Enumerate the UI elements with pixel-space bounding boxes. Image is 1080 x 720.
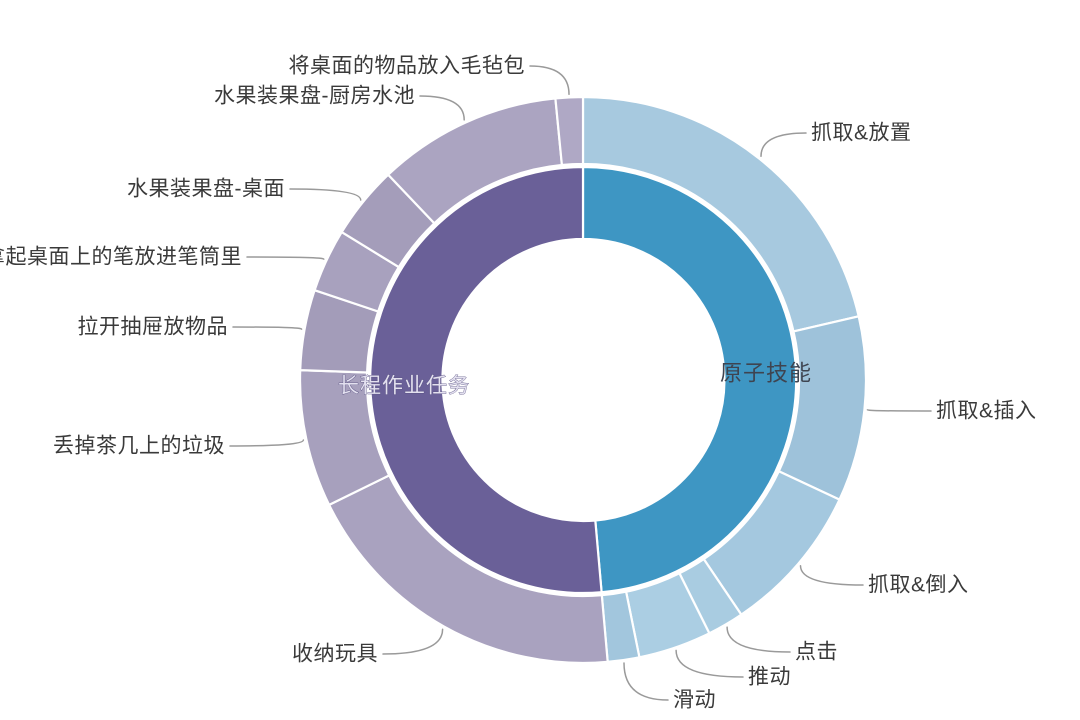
segment-label-2: 抓取&倒入 xyxy=(868,574,969,597)
inner-segment-atomic-skills xyxy=(581,165,798,594)
ring-title-long-horizon-tasks: 长程作业任务 xyxy=(338,375,470,398)
segment-label-8: 拉开抽屉放物品 xyxy=(78,316,229,339)
outer-segment-12 xyxy=(554,95,585,167)
leader-line-7 xyxy=(229,439,305,447)
leader-lines-group xyxy=(229,65,932,701)
leader-line-3 xyxy=(726,626,791,653)
segment-label-4: 推动 xyxy=(748,666,791,689)
inner-segment-long-horizon-tasks xyxy=(369,165,603,595)
segment-label-1: 抓取&插入 xyxy=(936,400,1037,423)
segment-label-6: 收纳玩具 xyxy=(292,643,378,666)
ring-title-atomic-skills: 原子技能 xyxy=(720,361,812,386)
leader-line-11 xyxy=(419,95,465,121)
segment-label-12: 将桌面的物品放入毛毡包 xyxy=(289,55,526,78)
inner-ring-group xyxy=(369,165,798,595)
leader-line-12 xyxy=(529,65,570,96)
segment-label-5: 滑动 xyxy=(673,689,716,712)
segment-label-10: 水果装果盘-桌面 xyxy=(127,178,285,201)
segment-label-9: 拿起桌面上的笔放进笔筒里 xyxy=(0,245,242,269)
leader-line-8 xyxy=(232,326,303,330)
segment-label-0: 抓取&放置 xyxy=(811,122,912,145)
leader-line-0 xyxy=(760,132,807,157)
leader-line-2 xyxy=(799,564,864,586)
segment-label-7: 丢掉茶几上的垃圾 xyxy=(53,435,225,458)
segment-label-11: 水果装果盘-厨房水池 xyxy=(214,85,415,108)
leader-line-6 xyxy=(382,628,444,655)
leader-line-1 xyxy=(866,409,932,412)
leader-line-10 xyxy=(289,188,362,201)
leader-line-4 xyxy=(675,649,744,678)
leader-line-9 xyxy=(246,256,325,260)
outer-ring-group xyxy=(298,95,868,665)
segment-label-3: 点击 xyxy=(795,641,838,664)
leader-line-5 xyxy=(623,662,669,701)
